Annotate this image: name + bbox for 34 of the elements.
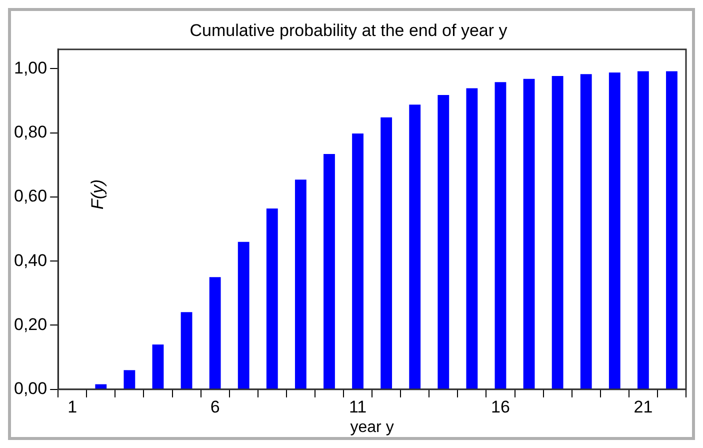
y-tick-label: 0,80 — [14, 122, 48, 142]
x-tick-label: 16 — [491, 397, 510, 416]
bar — [266, 208, 278, 389]
y-tick-label: 0,60 — [14, 186, 48, 206]
y-tick-label: 1,00 — [14, 58, 48, 78]
x-axis-title: year y — [350, 418, 394, 436]
bar — [466, 88, 478, 389]
x-tick-label: 1 — [68, 397, 78, 416]
y-tick-label: 0,20 — [14, 314, 48, 334]
y-tick-label: 0,00 — [14, 379, 48, 398]
bar — [438, 94, 450, 389]
bar — [180, 312, 192, 389]
bar — [124, 370, 136, 389]
bar — [666, 71, 678, 389]
bar — [552, 76, 564, 389]
bar — [294, 180, 306, 389]
bar — [152, 344, 164, 389]
bar — [523, 78, 535, 389]
x-tick-label: 11 — [348, 397, 367, 416]
bar — [580, 74, 592, 389]
bar — [209, 277, 221, 389]
y-tick-label: 0,40 — [14, 250, 48, 270]
bar — [637, 71, 649, 389]
bar — [409, 104, 421, 389]
y-axis-title: F(y) — [88, 179, 107, 210]
bar — [352, 133, 364, 389]
bar — [324, 154, 335, 389]
chart-title: Cumulative probability at the end of year y — [190, 20, 508, 40]
x-tick-label: 6 — [210, 397, 220, 416]
bar — [238, 242, 250, 389]
bar — [494, 82, 506, 389]
bar — [380, 117, 392, 389]
x-tick-label: 21 — [634, 397, 653, 416]
bar — [608, 72, 620, 389]
